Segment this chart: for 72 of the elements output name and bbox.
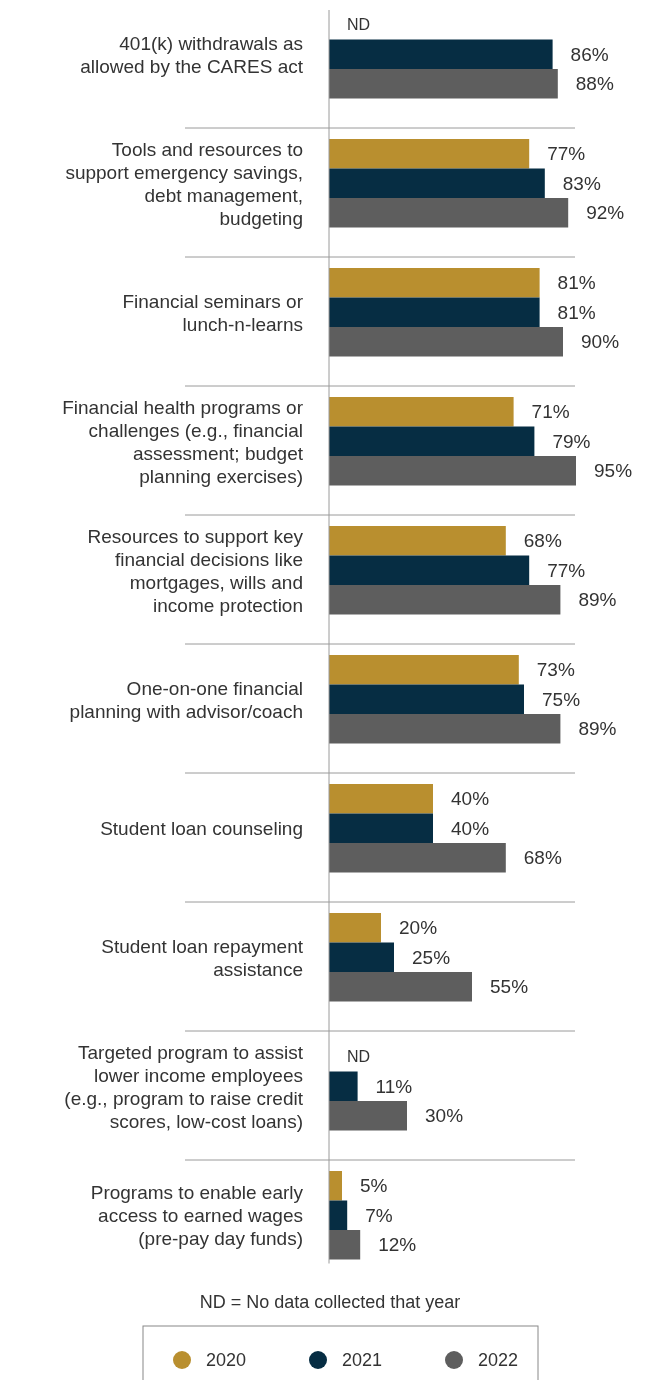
bar bbox=[329, 555, 530, 585]
data-label: 89% bbox=[578, 718, 617, 740]
bar bbox=[329, 526, 506, 556]
bar bbox=[329, 1101, 407, 1131]
bar bbox=[329, 972, 472, 1002]
data-label: 75% bbox=[542, 688, 581, 710]
bar bbox=[329, 684, 524, 714]
bar bbox=[329, 426, 535, 456]
y-tick-label: One-on-one financial planning with advisor/coach bbox=[69, 677, 303, 722]
data-label: 30% bbox=[425, 1105, 464, 1127]
data-label: 68% bbox=[523, 530, 562, 552]
data-label: 40% bbox=[451, 788, 490, 810]
data-label: 20% bbox=[399, 917, 438, 939]
data-label: 7% bbox=[365, 1204, 393, 1226]
text: ND bbox=[347, 1048, 371, 1066]
bar bbox=[329, 139, 530, 169]
bar bbox=[329, 168, 545, 198]
y-tick-label: Student loan counseling bbox=[100, 817, 303, 839]
bar bbox=[329, 1071, 358, 1101]
bar bbox=[329, 714, 561, 744]
legend-label: 2021 bbox=[342, 1350, 383, 1370]
text: ND bbox=[347, 16, 371, 34]
bar bbox=[329, 297, 540, 327]
bar bbox=[329, 39, 553, 69]
bar bbox=[329, 327, 563, 357]
bar bbox=[329, 397, 514, 427]
bar bbox=[329, 1171, 342, 1201]
bar bbox=[329, 784, 433, 814]
data-label: 68% bbox=[523, 847, 562, 869]
data-label: 71% bbox=[531, 401, 570, 423]
bar bbox=[329, 813, 433, 843]
data-label: 81% bbox=[557, 272, 596, 294]
data-label: 55% bbox=[490, 976, 529, 998]
data-label: 90% bbox=[581, 331, 620, 353]
y-tick-label: Financial seminars or lunch-n-learns bbox=[122, 290, 304, 335]
data-label: 5% bbox=[360, 1175, 388, 1197]
data-label: 73% bbox=[536, 659, 575, 681]
data-label: 86% bbox=[570, 43, 609, 65]
data-label: 79% bbox=[552, 430, 591, 452]
y-tick-label: 401(k) withdrawals as allowed by the CARES act bbox=[80, 32, 304, 77]
data-label: 95% bbox=[594, 460, 633, 482]
bar bbox=[329, 456, 576, 486]
data-label: 77% bbox=[547, 559, 586, 581]
data-label: 77% bbox=[547, 143, 586, 165]
y-tick-label: Student loan repayment assistance bbox=[101, 935, 304, 980]
y-tick-label: Targeted program to assist lower income employees (e.g., program to raise credit scores, low-cost loans) bbox=[64, 1041, 304, 1132]
bar bbox=[329, 1230, 361, 1260]
y-tick-label: Resources to support key financial decisions like mortgages, wills and income protection bbox=[87, 525, 304, 616]
data-label: 83% bbox=[562, 172, 601, 194]
bar bbox=[329, 942, 394, 972]
y-tick-label: Financial health programs or challenges (e.g., financial assessment; budget planning exercises) bbox=[62, 396, 304, 487]
data-label: 40% bbox=[451, 817, 490, 839]
data-label: 11% bbox=[375, 1075, 413, 1097]
bar bbox=[329, 913, 381, 943]
bar bbox=[329, 1200, 348, 1230]
data-label: 88% bbox=[575, 73, 614, 95]
bar bbox=[329, 69, 558, 99]
legend-label: 2020 bbox=[206, 1350, 247, 1370]
bar bbox=[329, 655, 519, 685]
text: ND = No data collected that year bbox=[199, 1292, 461, 1312]
bar bbox=[329, 843, 506, 873]
bar bbox=[329, 268, 540, 298]
bar bbox=[329, 198, 569, 228]
data-label: 81% bbox=[557, 301, 596, 323]
y-tick-label: Tools and resources to support emergency savings, debt management, budgeting bbox=[65, 138, 303, 229]
data-label: 89% bbox=[578, 589, 617, 611]
legend-label: 2022 bbox=[478, 1350, 519, 1370]
data-label: 92% bbox=[586, 202, 625, 224]
data-label: 12% bbox=[378, 1234, 417, 1256]
y-tick-label: Programs to enable early access to earned wages (pre-pay day funds) bbox=[90, 1181, 304, 1249]
bar bbox=[329, 585, 561, 615]
data-label: 25% bbox=[412, 946, 451, 968]
